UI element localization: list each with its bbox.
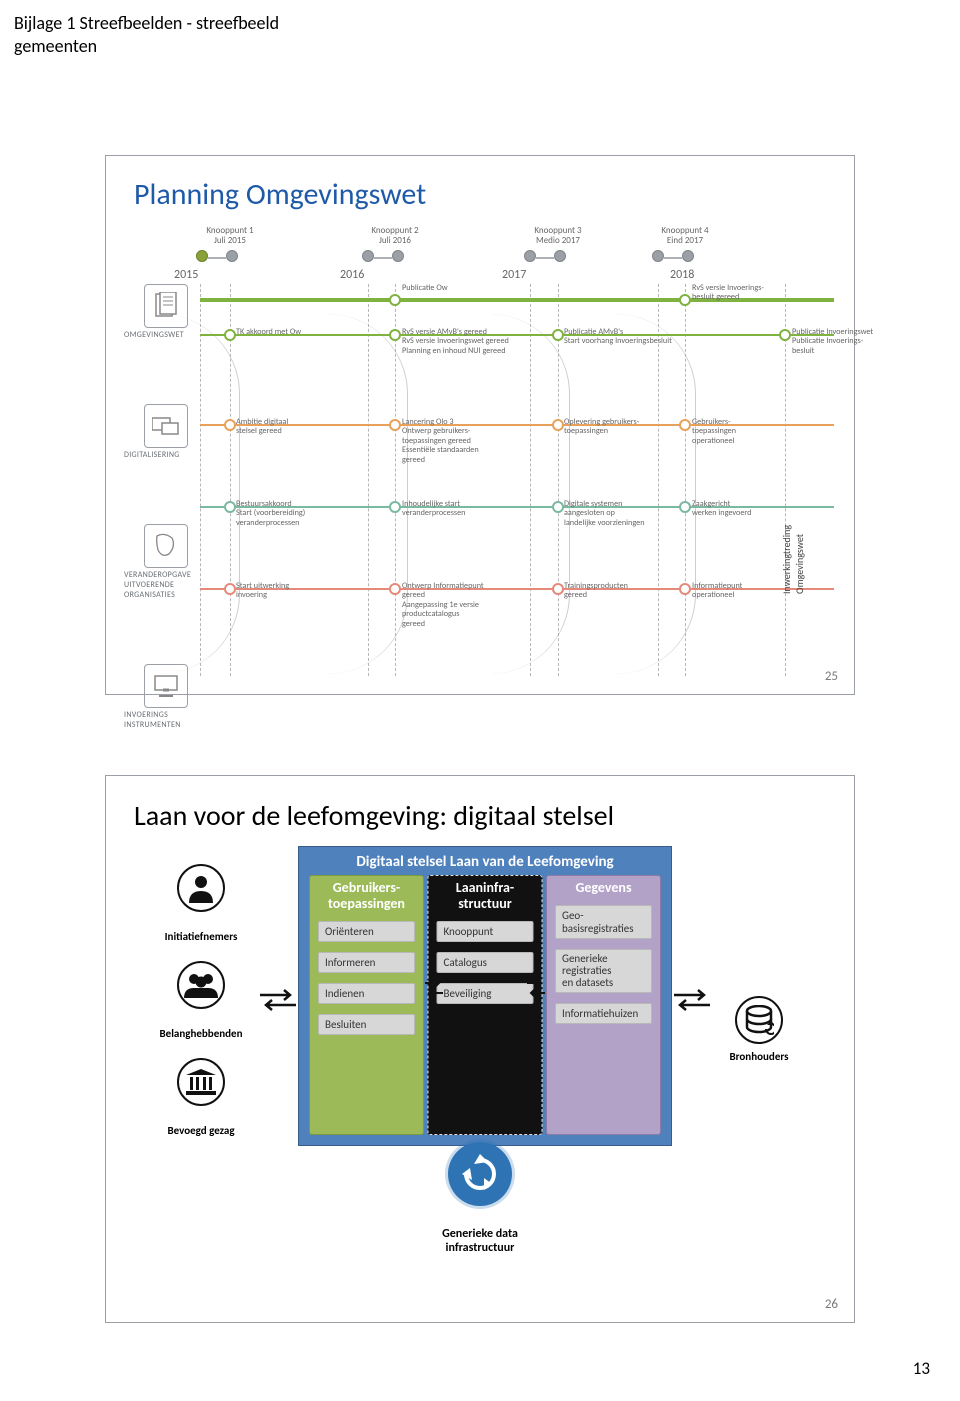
milestone-text: Publicatie InvoeringswetPublicatie Invoe…	[792, 328, 922, 356]
actors-left: Initiatiefnemers Belanghebbenden Bevoegd…	[146, 864, 256, 1137]
col-head: Gebruikers-toepassingen	[310, 876, 423, 916]
milestone-text: Zaakgerichtwerken ingevoerd	[692, 500, 772, 519]
timeline-node	[679, 419, 691, 431]
timeline-node	[679, 294, 691, 306]
slide1-title: Planning Omgevingswet	[106, 156, 854, 219]
knooppunt-dots	[362, 248, 410, 262]
page-number: 13	[913, 1358, 930, 1379]
knooppunt-label: Knooppunt 1Juli 2015	[190, 226, 270, 246]
building-icon	[177, 1058, 225, 1106]
diagram: Initiatiefnemers Belanghebbenden Bevoegd…	[146, 846, 814, 1260]
double-arrow-icon	[260, 988, 296, 1012]
timeline-node	[552, 501, 564, 513]
slide2-title: Laan voor de leefomgeving: digitaal stel…	[106, 776, 854, 833]
bluebox: Digitaal stelsel Laan van de Leefomgevin…	[298, 846, 672, 1146]
milestone-text: Digitale systemenaangesloten oplandelijk…	[564, 500, 674, 528]
person-icon	[177, 864, 225, 912]
milestone-text: TK akkoord met Ow	[236, 328, 364, 337]
slide2-number: 26	[825, 1297, 838, 1312]
actor-label: Belanghebbenden	[146, 1027, 256, 1040]
timeline-node	[224, 419, 236, 431]
timeline-node	[389, 294, 401, 306]
group-icon	[177, 961, 225, 1009]
timeline-node	[389, 419, 401, 431]
timeline-node	[679, 501, 691, 513]
pill: Informatiehuizen	[555, 1003, 652, 1024]
timeline-node	[552, 419, 564, 431]
year-label: 2015	[174, 268, 198, 282]
milestone-text: Ontwerp InformatiepuntgereedAangepassing…	[402, 582, 530, 629]
pill: Knooppunt	[437, 921, 534, 942]
col-laaninfra: Laaninfra-structuur Knooppunt Catalogus …	[428, 875, 543, 1135]
milestone-text: Gebruikers-toepassingenoperationeel	[692, 418, 772, 446]
timeline-node	[224, 501, 236, 513]
pill: Indienen	[318, 983, 415, 1004]
timeline-node	[224, 583, 236, 595]
milestone-text: Inhoudelijke startveranderprocessen	[402, 500, 530, 519]
knooppunt-label: Knooppunt 4Eind 2017	[645, 226, 725, 246]
bluebox-caption: Digitaal stelsel Laan van de Leefomgevin…	[299, 853, 671, 871]
year-label: 2018	[670, 268, 694, 282]
year-label: 2016	[340, 268, 364, 282]
pill: Generieke registratiesen datasets	[555, 949, 652, 993]
timeline-node	[779, 329, 791, 341]
timeline-node	[552, 329, 564, 341]
double-arrow-icon	[674, 988, 710, 1012]
actor-label: Bevoegd gezag	[146, 1124, 256, 1137]
timeline-node	[224, 329, 236, 341]
timeline: Knooppunt 1Juli 2015 Knooppunt 2Juli 201…	[200, 226, 834, 676]
cycle-icon	[448, 1142, 512, 1206]
year-label: 2017	[502, 268, 526, 282]
timeline-grid: Publicatie Ow RvS versie Invoerings-besl…	[200, 284, 834, 676]
slide-laan: Laan voor de leefomgeving: digitaal stel…	[105, 775, 855, 1323]
header-line2: gemeenten	[14, 35, 279, 58]
milestone-text: Ambitie digitaalstelsel gereed	[236, 418, 364, 437]
page-header: Bijlage 1 Streefbeelden - streefbeeld ge…	[14, 12, 279, 57]
pill: Besluiten	[318, 1014, 415, 1035]
pill: Catalogus	[437, 952, 534, 973]
pill: Informeren	[318, 952, 415, 973]
actors-right: Bronhouders	[704, 996, 814, 1063]
header-line1: Bijlage 1 Streefbeelden - streefbeeld	[14, 12, 279, 34]
milestone-text: Informatiepuntoperationeel	[692, 582, 772, 601]
milestone-text: Trainingsproductengereed	[564, 582, 674, 601]
row-invoering: INVOERINGS INSTRUMENTEN	[124, 664, 194, 730]
milestone-text: RvS versie AMvB's gereedRvS versie Invoe…	[402, 328, 530, 356]
database-icon	[735, 996, 783, 1044]
row-label: INVOERINGS INSTRUMENTEN	[124, 710, 194, 730]
milestone-text: Publicatie AMvB'sStart voorhang Invoerin…	[564, 328, 674, 347]
knooppunt-dots	[524, 248, 572, 262]
milestone-text: Oplevering gebruikers-toepassingen	[564, 418, 674, 437]
vertical-label: Inwerkingtreding Omgevingswet	[780, 525, 806, 594]
slide-planning: Planning Omgevingswet 25 OMGEVINGSWET DI…	[105, 155, 855, 695]
knooppunt-dots	[652, 248, 700, 262]
timeline-node	[389, 329, 401, 341]
pill: Geo-basisregistraties	[555, 905, 652, 939]
milestone-text: Lancering Olo 3Ontwerp gebruikers-toepas…	[402, 418, 530, 465]
pill: Oriënteren	[318, 921, 415, 942]
col-gebruikers: Gebruikers-toepassingen Oriënteren Infor…	[309, 875, 424, 1135]
milestone-text: RvS versie Invoerings-besluit gereed	[692, 284, 812, 303]
col-head: Gegevens	[547, 876, 660, 900]
timeline-node	[552, 583, 564, 595]
timeline-node	[679, 583, 691, 595]
actor-label: Bronhouders	[704, 1050, 814, 1063]
knooppunt-dots	[196, 248, 244, 262]
knooppunt-label: Knooppunt 3Medio 2017	[518, 226, 598, 246]
pill: Beveiliging	[437, 983, 534, 1004]
timeline-node	[389, 583, 401, 595]
milestone-text: BestuursakkoordStart (voorbereiding)vera…	[236, 500, 364, 528]
double-arrow-icon	[425, 977, 443, 999]
double-arrow-icon	[527, 977, 545, 999]
generic-data-label: Generieke datainfrastructuur	[442, 1228, 518, 1256]
knooppunt-label: Knooppunt 2Juli 2016	[355, 226, 435, 246]
milestone-text: Start uitwerkinginvoering	[236, 582, 364, 601]
timeline-node	[389, 501, 401, 513]
milestone-text: Publicatie Ow	[402, 284, 482, 293]
actor-label: Initiatiefnemers	[146, 930, 256, 943]
col-gegevens: Gegevens Geo-basisregistraties Generieke…	[546, 875, 661, 1135]
col-head: Laaninfra-structuur	[429, 876, 542, 916]
